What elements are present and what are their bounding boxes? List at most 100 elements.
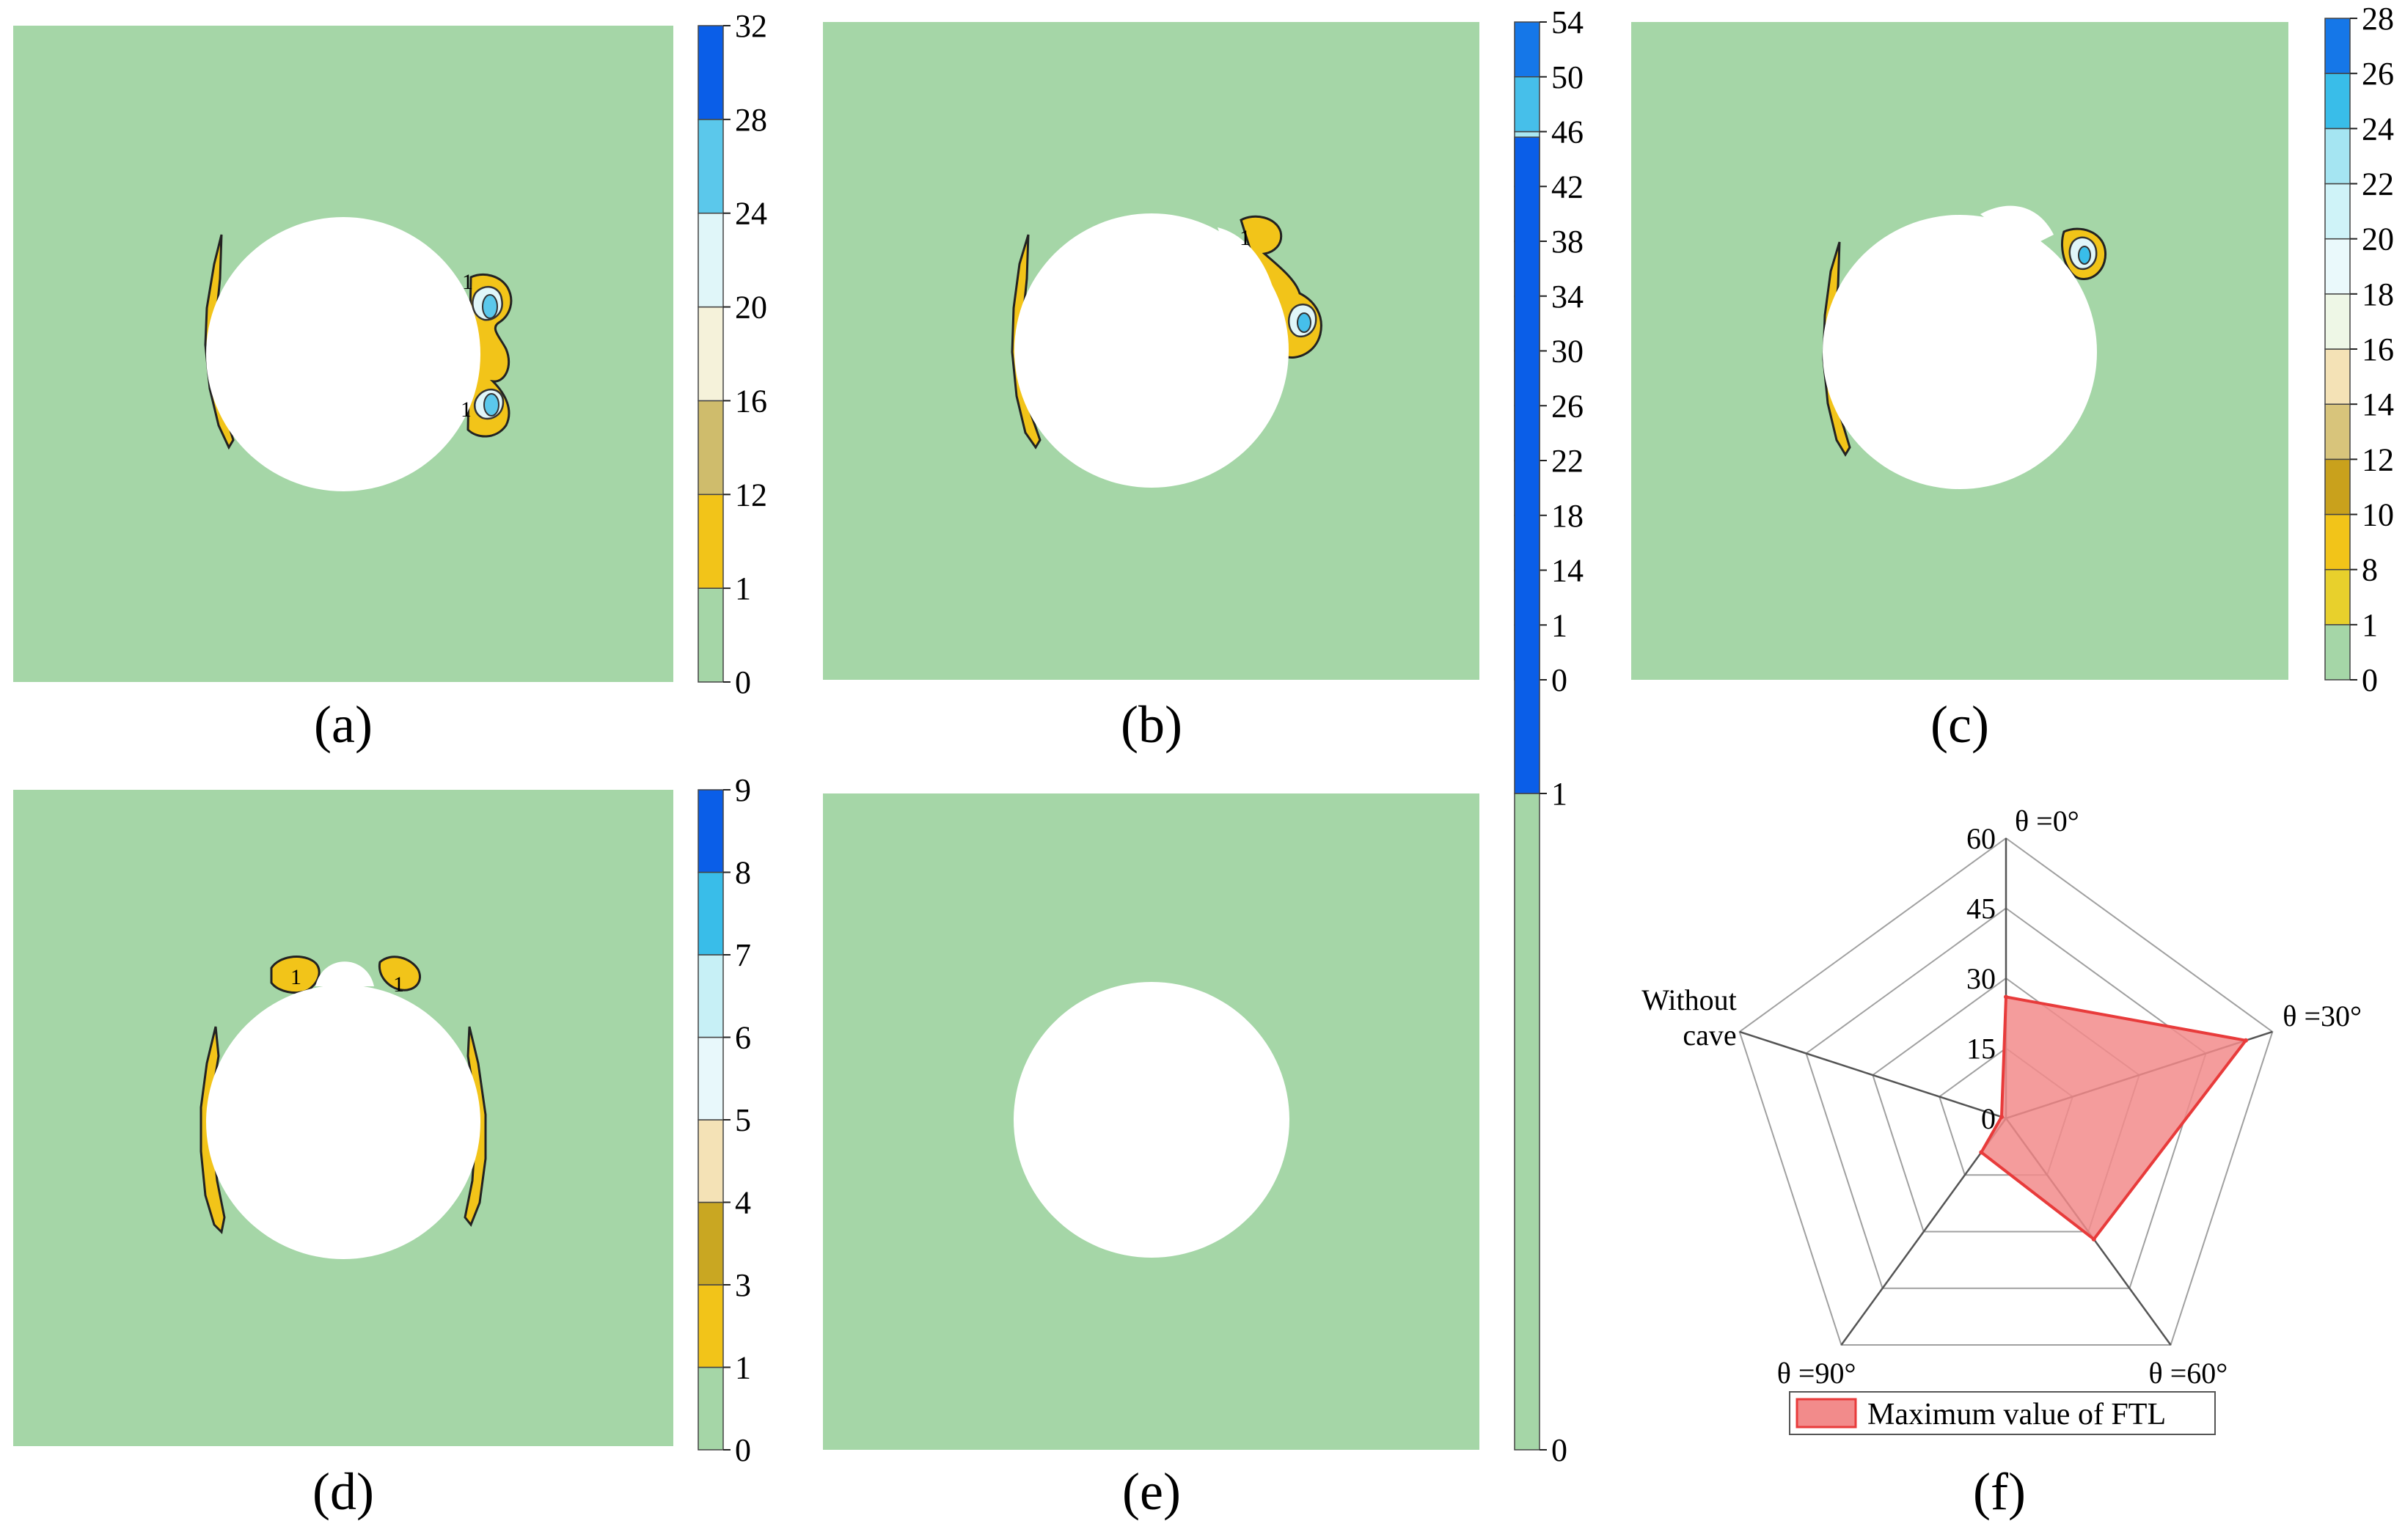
panel-d-hole-notch bbox=[315, 961, 374, 986]
panel-b: 1 0 1 14 18 22 26 30 34 38 42 46 50 54 (b) bbox=[823, 4, 1584, 754]
colorbar-tick-label: 54 bbox=[1551, 4, 1584, 40]
colorbar-tick-label: 4 bbox=[735, 1185, 751, 1221]
colorbar-segment bbox=[698, 954, 724, 1038]
colorbar-tick-label: 12 bbox=[735, 477, 767, 513]
radar-spoke bbox=[1840, 1118, 2007, 1346]
radar-radial-tick-label: 0 bbox=[1981, 1102, 1996, 1135]
panel-b-contour-core bbox=[1297, 312, 1311, 333]
panel-e-label: (e) bbox=[1122, 1462, 1181, 1521]
contour-label: 1 bbox=[393, 972, 404, 997]
panel-f-label: (f) bbox=[1973, 1462, 2026, 1521]
panel-b-hole-notch bbox=[1218, 227, 1276, 308]
panel-d-label: (d) bbox=[312, 1462, 374, 1521]
radar-data-point bbox=[1999, 1115, 2004, 1120]
colorbar-tick-label: 0 bbox=[1551, 662, 1567, 698]
colorbar-segment bbox=[2324, 293, 2351, 350]
colorbar-tick-label: 8 bbox=[2362, 552, 2378, 588]
panel-a-contour-ring-4 bbox=[483, 393, 499, 417]
colorbar-tick-label: 1 bbox=[1551, 776, 1567, 812]
colorbar-segment bbox=[698, 400, 724, 496]
colorbar-segment bbox=[1514, 21, 1540, 78]
radar-axis-label: Without cave bbox=[1641, 983, 1737, 1052]
colorbar-segment bbox=[2324, 513, 2351, 571]
colorbar-tick-label: 28 bbox=[2362, 1, 2394, 37]
colorbar-tick-label: 14 bbox=[2362, 386, 2394, 422]
colorbar-segment bbox=[698, 25, 724, 120]
colorbar-segment bbox=[698, 306, 724, 402]
panel-b-label: (b) bbox=[1121, 695, 1182, 754]
colorbar-tick-label: 0 bbox=[735, 1432, 751, 1468]
panel-e-colorbar: 01 bbox=[1514, 136, 1567, 1468]
colorbar-segment bbox=[1514, 136, 1540, 794]
colorbar-tick-label: 20 bbox=[2362, 221, 2394, 257]
colorbar-segment bbox=[2324, 458, 2351, 516]
colorbar-tick-label: 38 bbox=[1551, 224, 1584, 260]
colorbar-segment bbox=[2324, 403, 2351, 461]
colorbar-tick-label: 28 bbox=[735, 102, 767, 138]
colorbar-segment bbox=[698, 871, 724, 956]
colorbar-segment bbox=[698, 119, 724, 214]
panel-a-label: (a) bbox=[314, 695, 373, 754]
radar-data-point bbox=[2243, 1038, 2248, 1043]
radar-legend: Maximum value of FTL bbox=[1789, 1391, 2216, 1435]
colorbar-tick-label: 24 bbox=[735, 196, 767, 232]
radar-chart: 0 15 30 45 60 θ =0° θ =30° θ =60° θ =90° Without c… bbox=[1641, 804, 2362, 1390]
colorbar-segment bbox=[698, 1366, 724, 1451]
radar-grid-ring bbox=[1738, 837, 2274, 1346]
legend-box bbox=[1789, 1391, 2216, 1435]
colorbar-tick-label: 7 bbox=[735, 937, 751, 973]
radar-radial-tick-label: 60 bbox=[1966, 822, 1996, 855]
colorbar-tick-label: 10 bbox=[2362, 497, 2394, 533]
radar-data-point bbox=[2091, 1236, 2096, 1242]
contour-label: 1 bbox=[462, 270, 473, 294]
radar-radial-tick-label: 30 bbox=[1966, 962, 1996, 995]
colorbar-tick-label: 0 bbox=[735, 664, 751, 700]
panel-a-contour-ring-2 bbox=[482, 294, 498, 319]
panel-c-hole-notch bbox=[1980, 205, 2054, 249]
colorbar-tick-label: 1 bbox=[735, 1350, 751, 1386]
colorbar-segment bbox=[2324, 238, 2351, 295]
colorbar-tick-label: 24 bbox=[2362, 111, 2394, 147]
colorbar-tick-label: 34 bbox=[1551, 279, 1584, 315]
colorbar-tick-label: 42 bbox=[1551, 169, 1584, 205]
colorbar-tick-label: 6 bbox=[735, 1020, 751, 1056]
colorbar-tick-label: 0 bbox=[2362, 662, 2378, 698]
panel-e-hole bbox=[1014, 982, 1289, 1258]
colorbar-tick-label: 22 bbox=[2362, 166, 2394, 202]
colorbar-segment bbox=[698, 212, 724, 308]
colorbar-tick-label: 22 bbox=[1551, 443, 1584, 479]
panel-a-hole bbox=[206, 217, 480, 491]
radar-axis-label: θ =90° bbox=[1777, 1357, 1856, 1390]
contour-label: 1 bbox=[290, 965, 301, 989]
colorbar-tick-label: 26 bbox=[2362, 56, 2394, 92]
radar-spoke bbox=[1739, 1030, 2007, 1120]
radar-series-polygon bbox=[1979, 995, 2249, 1242]
radar-axis-label: θ =0° bbox=[2015, 804, 2079, 837]
colorbar-tick-label: 1 bbox=[1551, 607, 1567, 643]
panel-c-hole bbox=[1823, 215, 2097, 489]
panel-d-hole bbox=[206, 985, 480, 1259]
colorbar-tick-label: 12 bbox=[2362, 441, 2394, 477]
colorbar-tick-label: 50 bbox=[1551, 59, 1584, 95]
colorbar-tick-label: 3 bbox=[735, 1267, 751, 1303]
panel-b-hole bbox=[1014, 213, 1289, 488]
colorbar-tick-label: 16 bbox=[735, 383, 767, 419]
colorbar-segment bbox=[698, 1284, 724, 1368]
panel-e: 01 (e) bbox=[823, 136, 1567, 1521]
colorbar-tick-label: 8 bbox=[735, 855, 751, 891]
colorbar-segment bbox=[698, 1036, 724, 1121]
colorbar-tick-label: 14 bbox=[1551, 553, 1584, 589]
colorbar-segment bbox=[698, 587, 724, 683]
colorbar-segment bbox=[1514, 76, 1540, 133]
colorbar-tick-label: 46 bbox=[1551, 114, 1584, 150]
colorbar-tick-label: 30 bbox=[1551, 334, 1584, 370]
colorbar-segment bbox=[2324, 128, 2351, 185]
colorbar-tick-label: 1 bbox=[735, 571, 751, 606]
colorbar-segment bbox=[2324, 624, 2351, 681]
radar-data-point bbox=[1979, 1150, 1984, 1155]
radar-radial-tick-label: 45 bbox=[1966, 892, 1996, 925]
colorbar-segment bbox=[1514, 793, 1540, 1451]
